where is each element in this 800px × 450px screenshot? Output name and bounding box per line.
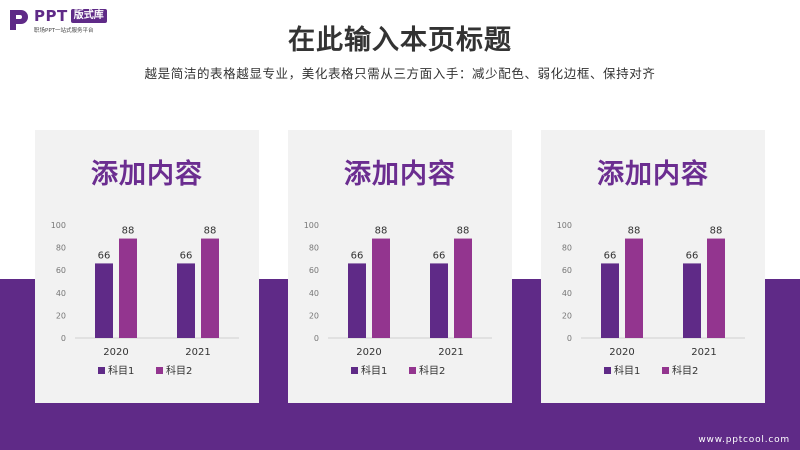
bar: [707, 238, 725, 338]
bar: [430, 263, 448, 338]
y-tick-label: 40: [562, 289, 572, 298]
data-label: 66: [604, 250, 617, 261]
data-label: 88: [710, 226, 723, 237]
data-label: 66: [98, 250, 111, 261]
data-label: 66: [686, 250, 699, 261]
y-tick-label: 80: [56, 244, 66, 253]
bar: [683, 263, 701, 338]
legend-label: 科目2: [166, 364, 192, 377]
y-tick-label: 60: [56, 266, 66, 275]
legend-label: 科目2: [672, 364, 698, 377]
y-tick-label: 0: [314, 334, 319, 343]
data-label: 88: [122, 226, 135, 237]
bar-chart: 0 20 40 60 80 100 66 88 2020 66 88 2021 科目1 科目2: [557, 221, 745, 377]
y-tick-label: 60: [309, 266, 319, 275]
y-tick-label: 40: [309, 289, 319, 298]
content-card-2: 添加内容 0 20 40 60 80 100 66 88 2020 66 88 2021 科目1 科目2: [288, 130, 512, 403]
y-tick-label: 100: [304, 221, 319, 230]
y-tick-label: 100: [51, 221, 66, 230]
data-label: 88: [204, 226, 217, 237]
y-tick-label: 40: [56, 289, 66, 298]
legend-swatch: [351, 367, 358, 374]
x-tick-label: 2021: [185, 347, 210, 358]
data-label: 88: [457, 226, 470, 237]
data-label: 66: [351, 250, 364, 261]
slide-subtitle: 越是简洁的表格越显专业，美化表格只需从三方面入手：减少配色、弱化边框、保持对齐: [144, 66, 656, 81]
legend-swatch: [409, 367, 416, 374]
logo-tagline: 职场PPT一站式服务平台: [34, 28, 94, 34]
x-tick-label: 2020: [103, 347, 128, 358]
y-tick-label: 20: [562, 311, 572, 320]
content-card-3: 添加内容 0 20 40 60 80 100 66 88 2020 66 88 2021 科目1 科目2: [541, 130, 765, 403]
bar: [348, 263, 366, 338]
data-label: 66: [180, 250, 193, 261]
legend-swatch: [662, 367, 669, 374]
legend-swatch: [98, 367, 105, 374]
x-tick-label: 2020: [356, 347, 381, 358]
y-tick-label: 100: [557, 221, 572, 230]
card-heading: 添加内容: [344, 159, 456, 190]
y-tick-label: 80: [309, 244, 319, 253]
data-label: 88: [375, 226, 388, 237]
y-tick-label: 80: [562, 244, 572, 253]
legend-label: 科目2: [419, 364, 445, 377]
x-tick-label: 2020: [609, 347, 634, 358]
bar: [454, 238, 472, 338]
logo-p-icon: [10, 10, 28, 30]
card-heading: 添加内容: [91, 159, 203, 190]
y-tick-label: 0: [567, 334, 572, 343]
bar: [372, 238, 390, 338]
y-tick-label: 20: [309, 311, 319, 320]
y-tick-label: 60: [562, 266, 572, 275]
y-tick-label: 20: [56, 311, 66, 320]
x-tick-label: 2021: [691, 347, 716, 358]
card-heading: 添加内容: [597, 159, 709, 190]
legend-swatch: [156, 367, 163, 374]
logo-wordmark: PPT: [34, 7, 68, 25]
legend-label: 科目1: [361, 364, 387, 377]
logo[interactable]: PPT 版式库 职场PPT一站式服务平台: [8, 7, 107, 34]
bar: [177, 263, 195, 338]
bar: [201, 238, 219, 338]
bar: [119, 238, 137, 338]
bar: [601, 263, 619, 338]
bar: [625, 238, 643, 338]
logo-badge: 版式库: [70, 9, 107, 23]
legend-swatch: [604, 367, 611, 374]
legend-label: 科目1: [614, 364, 640, 377]
y-tick-label: 0: [61, 334, 66, 343]
content-card-1: 添加内容 0 20 40 60 80 100 66 88 2020 66 88 2021 科目1 科目2: [35, 130, 259, 403]
footer-url[interactable]: www.pptcool.com: [698, 435, 790, 445]
slide-title: 在此输入本页标题: [288, 25, 512, 56]
data-label: 66: [433, 250, 446, 261]
bar-chart: 0 20 40 60 80 100 66 88 2020 66 88 2021 科目1 科目2: [51, 221, 239, 377]
data-label: 88: [628, 226, 641, 237]
legend-label: 科目1: [108, 364, 134, 377]
bar-chart: 0 20 40 60 80 100 66 88 2020 66 88 2021 科目1 科目2: [304, 221, 492, 377]
x-tick-label: 2021: [438, 347, 463, 358]
bar: [95, 263, 113, 338]
